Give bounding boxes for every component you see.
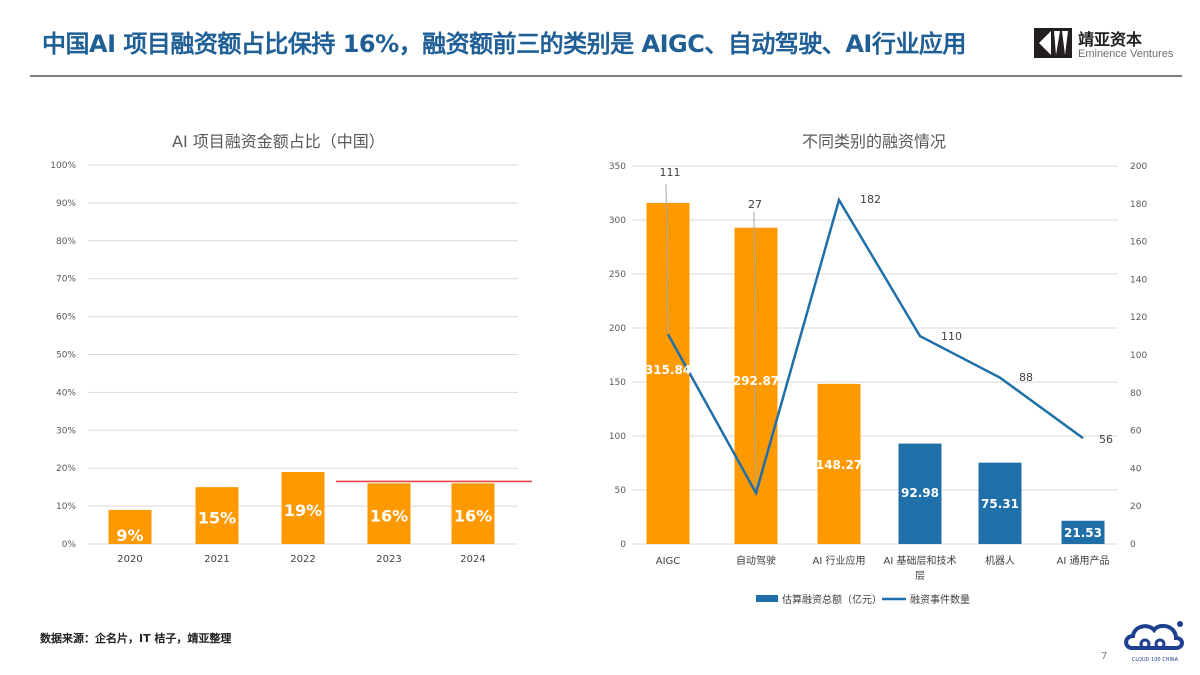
y-tick-label: 0%	[62, 540, 77, 550]
legend-label-bar: 估算融资总额（亿元）	[782, 593, 882, 606]
x-tick-label: 2022	[290, 554, 315, 565]
right-y-tick-label: 0	[1130, 540, 1136, 550]
svg-text:CLOUD 100 CHINA: CLOUD 100 CHINA	[1132, 657, 1179, 663]
bar-2021	[195, 487, 239, 544]
left-y-tick-label: 150	[609, 378, 626, 388]
bar-value-label: 16%	[370, 507, 408, 526]
bar-value-label: 148.27	[816, 458, 862, 472]
right-y-tick-label: 40	[1130, 464, 1142, 474]
bar-value-label: 21.53	[1064, 526, 1102, 540]
left-y-tick-label: 350	[609, 162, 626, 172]
bar-AIGC	[646, 202, 690, 544]
bar-AI 通用产品	[1061, 520, 1105, 544]
x-tick-label: AI 通用产品	[1057, 554, 1110, 567]
x-tick-label: 自动驾驶	[736, 554, 776, 567]
x-tick-label: 2021	[204, 554, 229, 565]
line-value-label: 27	[748, 198, 762, 211]
y-tick-label: 100%	[50, 161, 76, 171]
x-tick-label: AI 基础层和技术	[884, 554, 957, 567]
line-value-label: 110	[941, 330, 962, 343]
y-tick-label: 70%	[56, 275, 76, 285]
bar-AI 基础层和技术层	[898, 443, 942, 544]
label-leader-line	[753, 211, 757, 492]
bar-2022	[281, 471, 325, 544]
bar-AI 行业应用	[817, 383, 861, 544]
bar-value-label: 9%	[116, 526, 143, 545]
y-tick-label: 30%	[56, 426, 76, 436]
left-y-tick-label: 300	[609, 216, 626, 226]
line-value-label: 88	[1019, 371, 1033, 384]
left-y-tick-label: 200	[609, 324, 626, 334]
line-value-label: 111	[660, 166, 681, 179]
bar-value-label: 92.98	[901, 486, 939, 500]
title-divider	[30, 75, 1182, 77]
x-tick-label: 2023	[376, 554, 401, 565]
y-tick-label: 10%	[56, 502, 76, 512]
bar-value-label: 75.31	[981, 497, 1019, 511]
label-leader-line	[665, 183, 669, 334]
right-y-tick-label: 20	[1130, 502, 1142, 512]
left-y-tick-label: 0	[620, 540, 626, 550]
bar-value-label: 19%	[284, 501, 322, 520]
bar-value-label: 15%	[198, 509, 236, 528]
y-tick-label: 50%	[56, 351, 76, 361]
bar-value-label: 292.87	[733, 374, 779, 388]
x-tick-label: 层	[915, 570, 925, 582]
page-title: 中国AI 项目融资额占比保持 16%，融资额前三的类别是 AIGC、自动驾驶、A…	[42, 30, 966, 58]
x-tick-label: AIGC	[656, 556, 681, 567]
legend-label-line: 融资事件数量	[910, 593, 970, 606]
x-tick-label: 机器人	[985, 554, 1015, 567]
right-y-tick-label: 120	[1130, 313, 1147, 323]
bar-value-label: 315.84	[645, 363, 691, 377]
line-value-label: 182	[860, 193, 881, 206]
bar-value-label: 16%	[454, 507, 492, 526]
y-tick-label: 80%	[56, 237, 76, 247]
right-combo-chart: 0 50 100 150 200 250 300 350 0 20 40 60 80 100 120 140 1…	[609, 162, 1148, 606]
line-value-label: 56	[1099, 433, 1113, 446]
right-y-tick-label: 200	[1130, 162, 1147, 172]
cloud-100-china-logo-icon: CLOUD 100 CHINA	[1124, 621, 1184, 663]
right-y-tick-label: 60	[1130, 427, 1142, 437]
left-chart-title: AI 项目融资金额占比（中国）	[172, 132, 385, 151]
right-chart-title: 不同类别的融资情况	[802, 132, 947, 151]
x-tick-label: 2024	[460, 554, 485, 565]
left-bar-chart: 0% 10% 20% 30% 40% 50% 60% 70% 80% 90% 100% 9% 2020 1…	[50, 161, 532, 565]
y-tick-label: 90%	[56, 199, 76, 209]
bar-2020	[108, 509, 152, 544]
right-y-tick-label: 100	[1130, 351, 1147, 361]
bar-机器人	[978, 462, 1022, 544]
line-series-funding-events	[666, 196, 1084, 497]
bar-2024	[451, 483, 495, 544]
eminence-ventures-logo: 靖亚资本 Eminence Ventures	[1034, 26, 1194, 66]
x-tick-label: AI 行业应用	[813, 554, 866, 567]
x-tick-label: 2020	[117, 554, 142, 565]
y-tick-label: 40%	[56, 388, 76, 398]
bar-2023	[367, 483, 411, 544]
left-y-tick-label: 100	[609, 432, 626, 442]
right-y-tick-label: 80	[1130, 389, 1142, 399]
right-y-tick-label: 160	[1130, 238, 1147, 248]
y-tick-label: 20%	[56, 464, 76, 474]
logo-chinese-name: 靖亚资本	[1078, 30, 1143, 49]
right-y-tick-label: 180	[1130, 200, 1147, 210]
y-tick-label: 60%	[56, 313, 76, 323]
data-source-note: 数据来源：企名片，IT 桔子，靖亚整理	[40, 632, 232, 645]
left-y-tick-label: 250	[609, 270, 626, 280]
ev-logo-mark-icon	[1034, 28, 1072, 58]
page-number: 7	[1101, 651, 1108, 662]
legend-bar-swatch-icon	[756, 595, 778, 602]
left-y-tick-label: 50	[615, 486, 627, 496]
right-y-tick-label: 140	[1130, 275, 1147, 285]
logo-english-name: Eminence Ventures	[1078, 48, 1174, 60]
